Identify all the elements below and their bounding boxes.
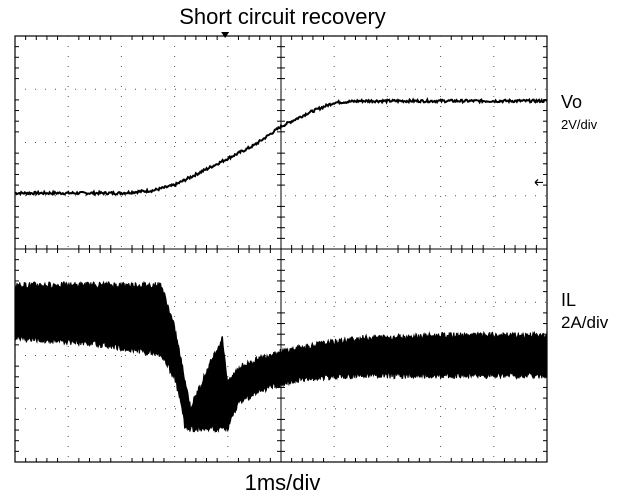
ground-marker — [535, 179, 543, 185]
marker-layer — [221, 32, 543, 185]
trigger-marker — [221, 32, 229, 38]
